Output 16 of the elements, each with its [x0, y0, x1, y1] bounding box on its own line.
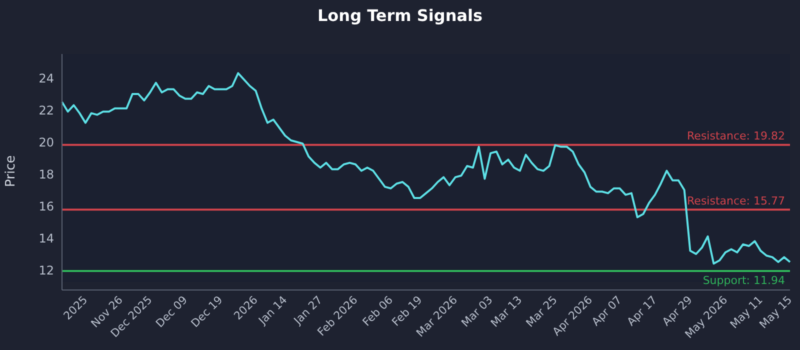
y-tick-label: 12 [38, 263, 54, 278]
ref-line-label: Resistance: 19.82 [687, 130, 785, 143]
x-tick-label: Dec 19 [188, 293, 226, 330]
y-tick-label: 24 [38, 71, 54, 86]
ref-line-label: Support: 11.94 [702, 274, 785, 287]
x-tick-label: Dec 09 [153, 293, 190, 330]
y-axis-title: Price [4, 155, 19, 187]
x-tick-label: Apr 17 [624, 293, 660, 328]
line-series [61, 72, 791, 265]
chart-title: Long Term Signals [316, 5, 484, 27]
y-tick-label: 14 [38, 231, 54, 246]
ref-line-label: Resistance: 15.77 [687, 194, 785, 208]
y-tick-label: 20 [38, 135, 54, 150]
y-tick-label: 18 [38, 167, 54, 182]
y-tick-label: 16 [38, 199, 54, 214]
y-tick-label: 22 [38, 103, 54, 118]
